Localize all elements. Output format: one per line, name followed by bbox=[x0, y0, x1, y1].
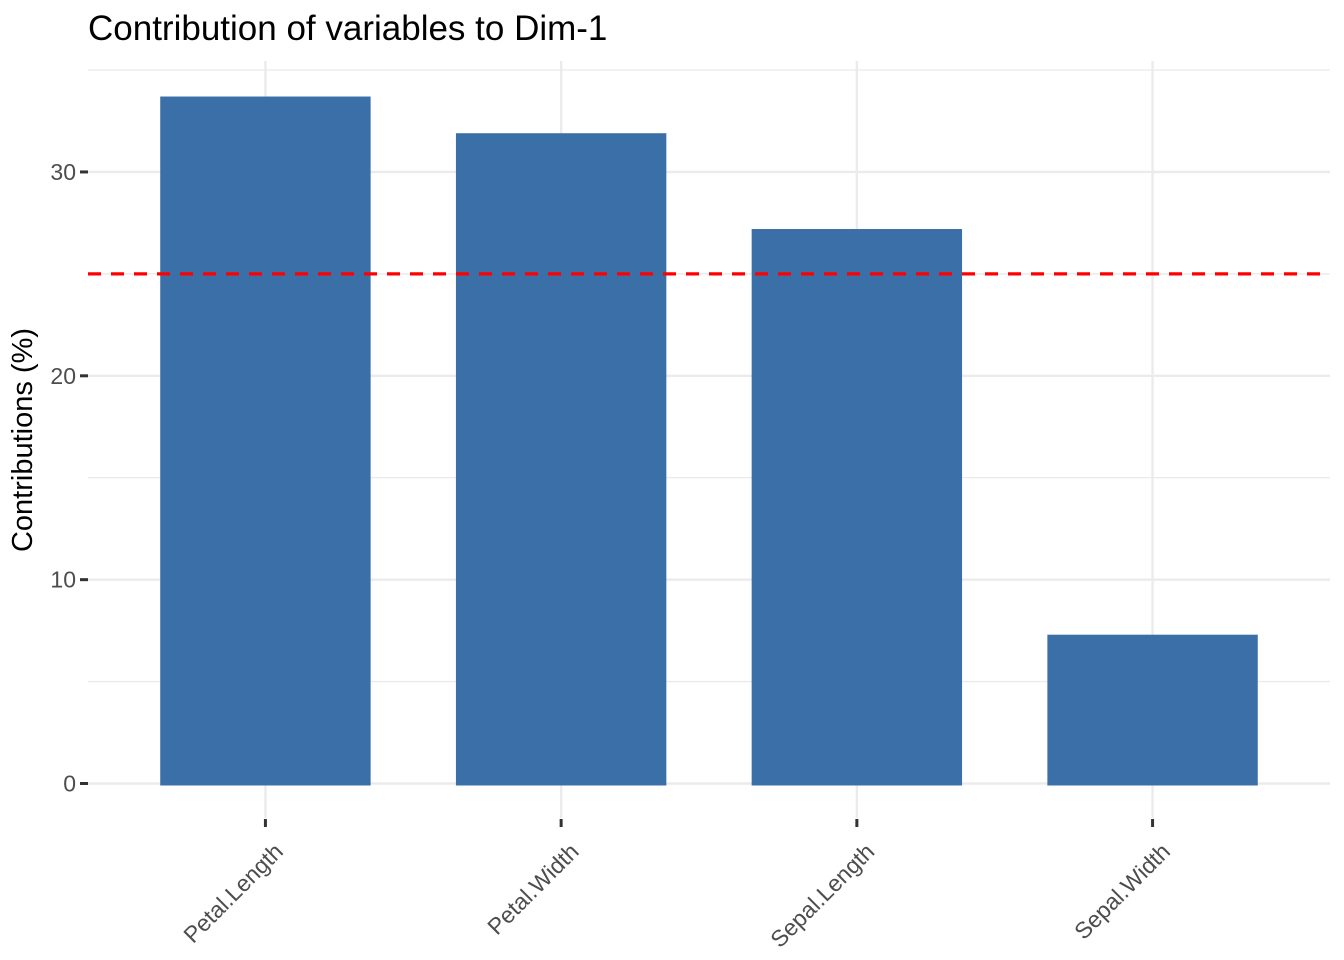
y-axis-title: Contributions (%) bbox=[7, 328, 39, 552]
x-tick-label: Sepal.Length bbox=[765, 838, 879, 952]
x-tick-label: Petal.Length bbox=[178, 838, 288, 948]
bar bbox=[1047, 634, 1258, 786]
y-tick-label: 30 bbox=[50, 159, 76, 185]
y-tick-label: 0 bbox=[63, 771, 76, 797]
bar bbox=[751, 229, 963, 786]
x-tick-label: Petal.Width bbox=[482, 838, 584, 940]
plot-title: Contribution of variables to Dim-1 bbox=[88, 9, 607, 48]
bar bbox=[455, 133, 667, 786]
x-tick-label: Sepal.Width bbox=[1069, 838, 1175, 944]
y-tick-label: 10 bbox=[50, 567, 76, 593]
bar bbox=[160, 96, 371, 786]
y-tick-label: 20 bbox=[50, 363, 76, 389]
